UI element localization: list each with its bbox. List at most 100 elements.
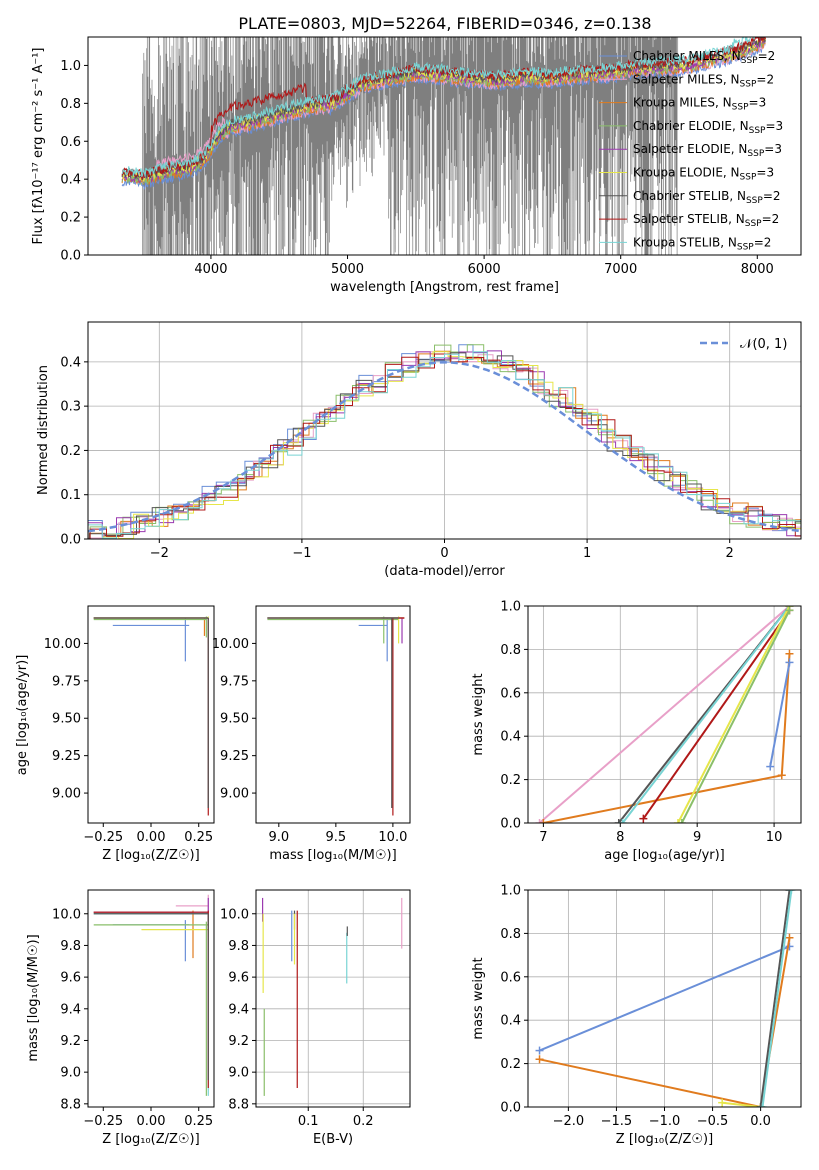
series-line-chabrier_stelib — [759, 890, 791, 1107]
legend-label-main: Salpeter ELODIE, N — [633, 142, 747, 156]
tick-label-x: 6000 — [468, 262, 501, 277]
legend-label-suffix: =2 — [758, 49, 776, 63]
tick-label-x: 9 — [693, 830, 701, 845]
tick-label-y: 9.25 — [220, 749, 249, 764]
histogram-kroupa_miles — [88, 350, 801, 539]
massweight-vs-z-panel-xlabel: Z [log₁₀(Z/Z☉)] — [616, 1132, 713, 1147]
age-vs-z-panel: −0.25 0.00 0.25 9.00 9.25 9.50 9.75 10.00 Z [log… — [15, 605, 215, 863]
tick-label-x: 1 — [583, 546, 591, 561]
series-marker-kroupa_stelib — [618, 819, 627, 823]
tick-label-x: 7000 — [604, 262, 637, 277]
residual-legend: 𝒩(0, 1) — [700, 337, 787, 352]
legend-label-kroupa_elodie: Kroupa ELODIE, NSSP=3 — [633, 166, 774, 183]
tick-label-x: −0.25 — [83, 1114, 123, 1129]
spectrum-panel-plot — [121, 37, 766, 255]
mass-vs-z-panel: −0.25 0.00 0.25 8.8 9.0 9.2 9.4 9.6 9.8 10.0 Z [lo… — [26, 889, 215, 1147]
mass-vs-ebv-panel: 0.1 0.2 8.8 9.0 9.2 9.4 9.6 9.8 10.0 E(B-V) — [220, 889, 411, 1147]
series-line-kroupa_elodie — [677, 606, 791, 823]
massweight-vs-z-panel-frame — [527, 889, 802, 1108]
mass-vs-z-ylabel: mass [log₁₀(M/M☉)] — [26, 934, 41, 1061]
histogram-kroupa_elodie — [88, 351, 801, 539]
tick-label-x: −2.0 — [553, 1114, 585, 1129]
tick-label-y: 9.0 — [228, 1066, 249, 1081]
legend-label-chabrier_elodie: Chabrier ELODIE, NSSP=3 — [633, 119, 783, 136]
tick-label-x: 10.0 — [378, 830, 407, 845]
series-marker-kroupa_miles — [785, 649, 794, 658]
legend-label-sub: SSP — [740, 79, 757, 89]
massweight-vs-z-panel-plot — [535, 890, 796, 1107]
series-marker-kroupa_stelib — [758, 1103, 767, 1107]
massweight-vs-age-panel-xlabel: age [log₁₀(age/yr)] — [604, 848, 725, 863]
series-marker-salpeter_stelib — [639, 814, 648, 823]
tick-label-x: 8000 — [741, 262, 774, 277]
age-vs-z-panel-plot — [93, 616, 209, 816]
legend-label-sub: SSP — [740, 173, 757, 183]
legend-label-salpeter_elodie: Salpeter ELODIE, NSSP=3 — [633, 142, 782, 159]
age-vs-z-panel-ticks: −0.25 0.00 0.25 9.00 9.25 9.50 9.75 10.00 — [44, 637, 213, 845]
data-spectrum — [142, 37, 679, 255]
tick-label-y: 9.2 — [60, 1034, 81, 1049]
figure-title: PLATE=0803, MJD=52264, FIBERID=0346, z=0… — [238, 14, 651, 33]
legend-label-chabrier_stelib: Chabrier STELIB, NSSP=2 — [633, 189, 781, 206]
errorbar-kroupa_stelib — [267, 617, 399, 809]
series-line-chabrier_elodie — [680, 609, 791, 823]
age-vs-mass-panel: 9.0 9.5 10.0 9.00 9.25 9.50 9.75 10.00 mass [log… — [212, 605, 411, 863]
tick-label-x: 5000 — [331, 262, 364, 277]
errorbar-kroupa_elodie — [278, 616, 405, 644]
residual-panel: −2 −1 0 1 2 0.0 0.1 0.2 0.3 0.4 (data-model)/error… — [36, 321, 802, 579]
tick-label-y: 9.6 — [228, 971, 249, 986]
residual-panel-plot — [88, 344, 801, 539]
series-marker-chabrier_elodie — [677, 819, 686, 823]
tick-label-y: 0.8 — [60, 97, 81, 112]
mass-vs-z-panel-plot — [93, 894, 209, 1096]
model-spectrum-salpeter_stelib — [121, 37, 766, 181]
tick-label-y: 8.8 — [228, 1097, 249, 1112]
histogram-salpeter_miles — [88, 351, 801, 539]
tick-label-x: −1.5 — [601, 1114, 633, 1129]
massweight-vs-z-panel: −2.0 −1.5 −1.0 −0.5 0.0 0.0 0.2 0.4 0.6 0.8 1.0 Z [… — [471, 884, 802, 1147]
tick-label-y: 0.8 — [500, 643, 521, 658]
massweight-vs-age-panel: 7 8 9 10 0.0 0.2 0.4 0.6 0.8 1.0 age [log₁₀(age/yr… — [471, 600, 802, 863]
errorbar-kroupa_elodie — [93, 616, 209, 644]
massweight-vs-z-panel-ticks: −2.0 −1.5 −1.0 −0.5 0.0 0.0 0.2 0.4 0.6 0.8 1.0 — [500, 884, 771, 1130]
residual-panel-ticks: −2 −1 0 1 2 0.0 0.1 0.2 0.3 0.4 — [60, 355, 734, 561]
histogram-salpeter_stelib — [88, 353, 801, 539]
legend-label-main: Chabrier ELODIE, N — [633, 119, 749, 133]
tick-label-x: 9.5 — [326, 830, 347, 845]
legend-label-main: Chabrier STELIB, N — [633, 189, 746, 203]
tick-label-x: 4000 — [194, 262, 227, 277]
errorbar-kroupa_miles — [93, 910, 194, 959]
series-line-salpeter_miles — [538, 606, 791, 823]
errorbar-kroupa_stelib — [93, 617, 209, 809]
histogram-kroupa_stelib — [88, 351, 801, 539]
tick-label-x: −1.0 — [649, 1114, 681, 1129]
age-vs-mass-panel-frame — [255, 605, 411, 824]
legend-label-sub: SSP — [749, 126, 766, 136]
tick-label-y: 10.0 — [52, 907, 81, 922]
errorbar-chabrier_elodie — [93, 616, 207, 638]
histogram-chabrier_stelib — [88, 352, 801, 539]
mass-vs-ebv-panel-frame — [255, 889, 411, 1108]
errorbar-chabrier_stelib — [93, 913, 209, 1081]
tick-label-y: 0.2 — [60, 444, 81, 459]
errorbar-salpeter_stelib — [267, 617, 405, 816]
residual-panel-xlabel: (data-model)/error — [384, 564, 505, 579]
mass-vs-ebv-panel-plot — [262, 897, 403, 1096]
massweight-vs-age-panel-frame — [527, 605, 802, 824]
mass-vs-z-panel-ticks: −0.25 0.00 0.25 8.8 9.0 9.2 9.4 9.6 9.8 10.0 — [52, 907, 213, 1129]
tick-label-x: 10 — [766, 830, 783, 845]
tick-label-y: 10.00 — [212, 637, 249, 652]
series-marker-kroupa_elodie — [718, 1098, 727, 1107]
tick-label-x: 0.2 — [353, 1114, 374, 1129]
series-line-kroupa_miles — [539, 937, 791, 1107]
tick-label-y: 0.0 — [60, 249, 81, 264]
errorbar-chabrier_stelib — [93, 617, 209, 809]
tick-label-y: 0.4 — [500, 1014, 521, 1029]
normal-curve — [88, 361, 801, 533]
legend-label-sub: SSP — [737, 242, 754, 252]
series-line-chabrier_miles — [769, 662, 791, 767]
spectrum-ylabel: Flux [fλ10⁻¹⁷ erg cm⁻² s⁻¹ A⁻¹] — [31, 48, 46, 245]
massweight-vs-z-panel-ylabel: mass weight — [471, 957, 486, 1039]
tick-label-y: 0.0 — [60, 533, 81, 548]
